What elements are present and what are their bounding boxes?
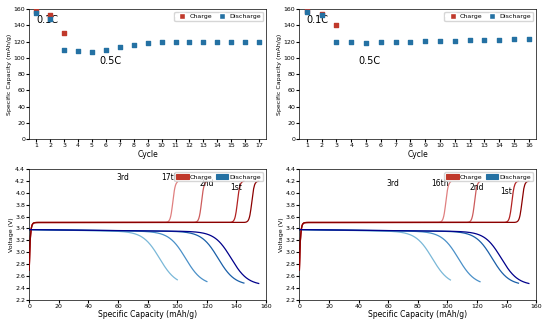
X-axis label: Specific Capacity (mAh/g): Specific Capacity (mAh/g) [98,310,197,319]
Point [46,12,54,17]
Legend: Charge, Discharge: Charge, Discharge [445,12,533,21]
Text: 0.5C: 0.5C [358,56,381,66]
Point [391,39,400,44]
Point [317,13,326,18]
Point [74,49,82,54]
Point [362,40,371,46]
Point [157,40,166,45]
Point [465,37,474,42]
Text: 0.5C: 0.5C [99,56,121,66]
Y-axis label: Specific Capacity (mAh/g): Specific Capacity (mAh/g) [277,34,282,115]
Y-axis label: Voltage (V): Voltage (V) [279,217,284,252]
Point [302,8,311,13]
Point [130,42,138,47]
Point [302,9,311,15]
Point [199,40,208,45]
Point [46,16,54,21]
Point [32,8,41,13]
Point [171,40,180,45]
X-axis label: Cycle: Cycle [137,150,158,159]
Text: 3rd: 3rd [386,179,399,188]
X-axis label: Specific Capacity (mAh/g): Specific Capacity (mAh/g) [368,310,467,319]
X-axis label: Cycle: Cycle [407,150,428,159]
Point [213,39,222,44]
Point [227,39,236,44]
Point [377,40,385,45]
Text: 17th: 17th [161,173,178,182]
Point [60,47,69,52]
Text: 2nd: 2nd [200,179,214,188]
Text: 1st: 1st [231,183,243,192]
Text: 0.1C: 0.1C [307,15,329,25]
Text: 2nd: 2nd [470,183,484,192]
Point [347,40,356,45]
Legend: Charge, Discharge: Charge, Discharge [175,172,263,181]
Point [332,22,341,28]
Point [421,38,430,43]
Text: 1st: 1st [501,187,513,196]
Text: 3rd: 3rd [116,173,129,182]
Point [255,39,264,44]
Point [115,45,124,50]
Point [406,39,415,44]
Point [102,47,110,52]
Point [480,37,489,42]
Point [332,39,341,44]
Legend: Charge, Discharge: Charge, Discharge [175,12,263,21]
Point [450,38,459,43]
Point [509,37,518,42]
Point [436,38,445,43]
Point [32,10,41,16]
Legend: Charge, Discharge: Charge, Discharge [445,172,533,181]
Point [524,37,533,42]
Point [185,40,194,45]
Point [317,11,326,16]
Point [60,31,69,36]
Text: 0.1C: 0.1C [36,15,58,25]
Point [143,40,152,46]
Y-axis label: Voltage (V): Voltage (V) [9,217,14,252]
Point [87,50,96,55]
Y-axis label: Specific Capacity (mAh/g): Specific Capacity (mAh/g) [7,34,12,115]
Point [241,39,250,44]
Point [495,37,503,42]
Text: 16th: 16th [431,179,449,188]
